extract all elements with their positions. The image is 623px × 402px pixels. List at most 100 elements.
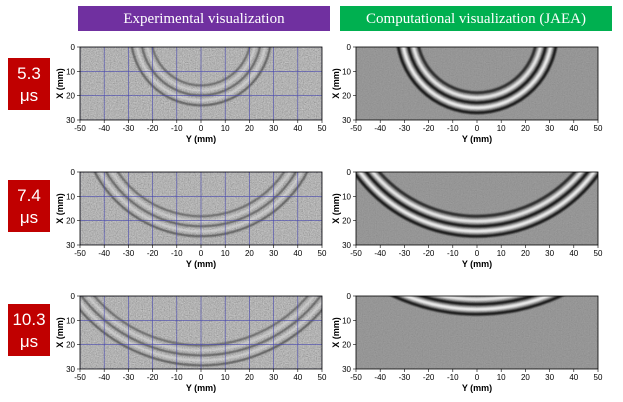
horizontal-tick-label: 50 bbox=[318, 124, 327, 133]
horizontal-tick-label: -40 bbox=[98, 373, 110, 382]
vertical-tick-label: 30 bbox=[342, 365, 351, 374]
horizontal-tick-label: 30 bbox=[545, 124, 554, 133]
horizontal-axis-label: Y (mm) bbox=[462, 134, 492, 144]
header-computational: Computational visualization (JAEA) bbox=[366, 11, 586, 27]
horizontal-tick-label: 10 bbox=[221, 373, 230, 382]
horizontal-tick-label: 50 bbox=[594, 124, 603, 133]
horizontal-tick-label: -30 bbox=[123, 249, 135, 258]
horizontal-tick-label: -10 bbox=[447, 249, 459, 258]
horizontal-tick-label: -30 bbox=[123, 124, 135, 133]
horizontal-tick-label: 40 bbox=[293, 124, 302, 133]
horizontal-tick-label: 30 bbox=[545, 249, 554, 258]
vertical-axis-label: X (mm) bbox=[331, 317, 341, 348]
horizontal-tick-label: 30 bbox=[269, 249, 278, 258]
horizontal-tick-label: 50 bbox=[594, 373, 603, 382]
vertical-tick-label: 0 bbox=[71, 43, 76, 52]
vertical-tick-label: 0 bbox=[71, 292, 76, 301]
time-unit: μs bbox=[20, 86, 38, 105]
horizontal-tick-label: 10 bbox=[497, 124, 506, 133]
horizontal-tick-label: -50 bbox=[350, 373, 362, 382]
horizontal-tick-label: 40 bbox=[569, 124, 578, 133]
wavefront bbox=[282, 0, 623, 309]
horizontal-tick-label: -10 bbox=[171, 249, 183, 258]
horizontal-tick-label: 20 bbox=[245, 249, 254, 258]
horizontal-tick-label: 30 bbox=[545, 373, 554, 382]
horizontal-tick-label: -30 bbox=[399, 373, 411, 382]
vertical-tick-label: 30 bbox=[66, 241, 75, 250]
horizontal-axis-label: Y (mm) bbox=[462, 259, 492, 269]
horizontal-tick-label: 0 bbox=[475, 373, 480, 382]
horizontal-tick-label: -40 bbox=[374, 373, 386, 382]
horizontal-tick-label: 0 bbox=[199, 249, 204, 258]
vertical-tick-label: 0 bbox=[347, 292, 352, 301]
horizontal-tick-label: -50 bbox=[74, 373, 86, 382]
vertical-axis-label: X (mm) bbox=[55, 193, 65, 224]
horizontal-tick-label: -20 bbox=[423, 373, 435, 382]
vertical-tick-label: 0 bbox=[347, 168, 352, 177]
horizontal-tick-label: -30 bbox=[123, 373, 135, 382]
horizontal-tick-label: -20 bbox=[147, 124, 159, 133]
vertical-tick-label: 0 bbox=[71, 168, 76, 177]
horizontal-tick-label: -10 bbox=[447, 373, 459, 382]
time-unit: μs bbox=[20, 208, 38, 227]
horizontal-tick-label: 20 bbox=[245, 124, 254, 133]
horizontal-axis-label: Y (mm) bbox=[186, 383, 216, 393]
horizontal-tick-label: 0 bbox=[199, 373, 204, 382]
horizontal-tick-label: 20 bbox=[521, 249, 530, 258]
horizontal-tick-label: -40 bbox=[98, 124, 110, 133]
horizontal-tick-label: -50 bbox=[350, 249, 362, 258]
horizontal-axis-label: Y (mm) bbox=[186, 259, 216, 269]
horizontal-axis-label: Y (mm) bbox=[462, 383, 492, 393]
horizontal-tick-label: -30 bbox=[399, 249, 411, 258]
horizontal-tick-label: -10 bbox=[171, 124, 183, 133]
horizontal-tick-label: -20 bbox=[423, 249, 435, 258]
vertical-tick-label: 0 bbox=[347, 43, 352, 52]
figure: Experimental visualization Computational… bbox=[0, 0, 623, 402]
vertical-tick-label: 10 bbox=[66, 192, 75, 201]
vertical-tick-label: 20 bbox=[66, 341, 75, 350]
horizontal-tick-label: 10 bbox=[221, 249, 230, 258]
horizontal-tick-label: -10 bbox=[171, 373, 183, 382]
horizontal-tick-label: -10 bbox=[447, 124, 459, 133]
wavefront bbox=[287, 0, 623, 304]
vertical-tick-label: 20 bbox=[342, 341, 351, 350]
time-unit: μs bbox=[20, 332, 38, 351]
horizontal-tick-label: 10 bbox=[497, 249, 506, 258]
horizontal-tick-label: -30 bbox=[399, 124, 411, 133]
visualization-image bbox=[327, 0, 623, 245]
time-value: 5.3 bbox=[17, 64, 41, 83]
horizontal-tick-label: 10 bbox=[221, 124, 230, 133]
horizontal-tick-label: -50 bbox=[74, 249, 86, 258]
horizontal-tick-label: 30 bbox=[269, 124, 278, 133]
header-experimental: Experimental visualization bbox=[123, 11, 285, 27]
horizontal-tick-label: 40 bbox=[569, 249, 578, 258]
horizontal-tick-label: -50 bbox=[350, 124, 362, 133]
horizontal-tick-label: 20 bbox=[521, 373, 530, 382]
vertical-tick-label: 10 bbox=[342, 316, 351, 325]
vertical-tick-label: 10 bbox=[342, 67, 351, 76]
vertical-tick-label: 10 bbox=[342, 192, 351, 201]
horizontal-tick-label: 20 bbox=[521, 124, 530, 133]
horizontal-tick-label: 10 bbox=[497, 373, 506, 382]
horizontal-tick-label: -20 bbox=[423, 124, 435, 133]
vertical-axis-label: X (mm) bbox=[331, 68, 341, 99]
horizontal-tick-label: -20 bbox=[147, 249, 159, 258]
vertical-tick-label: 30 bbox=[66, 116, 75, 125]
horizontal-tick-label: -50 bbox=[74, 124, 86, 133]
horizontal-tick-label: 0 bbox=[475, 124, 480, 133]
horizontal-tick-label: 0 bbox=[475, 249, 480, 258]
horizontal-tick-label: -40 bbox=[374, 249, 386, 258]
vertical-tick-label: 10 bbox=[66, 67, 75, 76]
horizontal-axis-label: Y (mm) bbox=[186, 134, 216, 144]
horizontal-tick-label: 40 bbox=[293, 249, 302, 258]
horizontal-tick-label: 0 bbox=[199, 124, 204, 133]
vertical-tick-label: 20 bbox=[342, 92, 351, 101]
horizontal-tick-label: 50 bbox=[594, 249, 603, 258]
vertical-axis-label: X (mm) bbox=[331, 193, 341, 224]
horizontal-tick-label: 50 bbox=[318, 373, 327, 382]
vertical-tick-label: 20 bbox=[66, 92, 75, 101]
horizontal-tick-label: -40 bbox=[98, 249, 110, 258]
horizontal-tick-label: 30 bbox=[269, 373, 278, 382]
vertical-axis-label: X (mm) bbox=[55, 68, 65, 99]
vertical-tick-label: 20 bbox=[342, 217, 351, 226]
